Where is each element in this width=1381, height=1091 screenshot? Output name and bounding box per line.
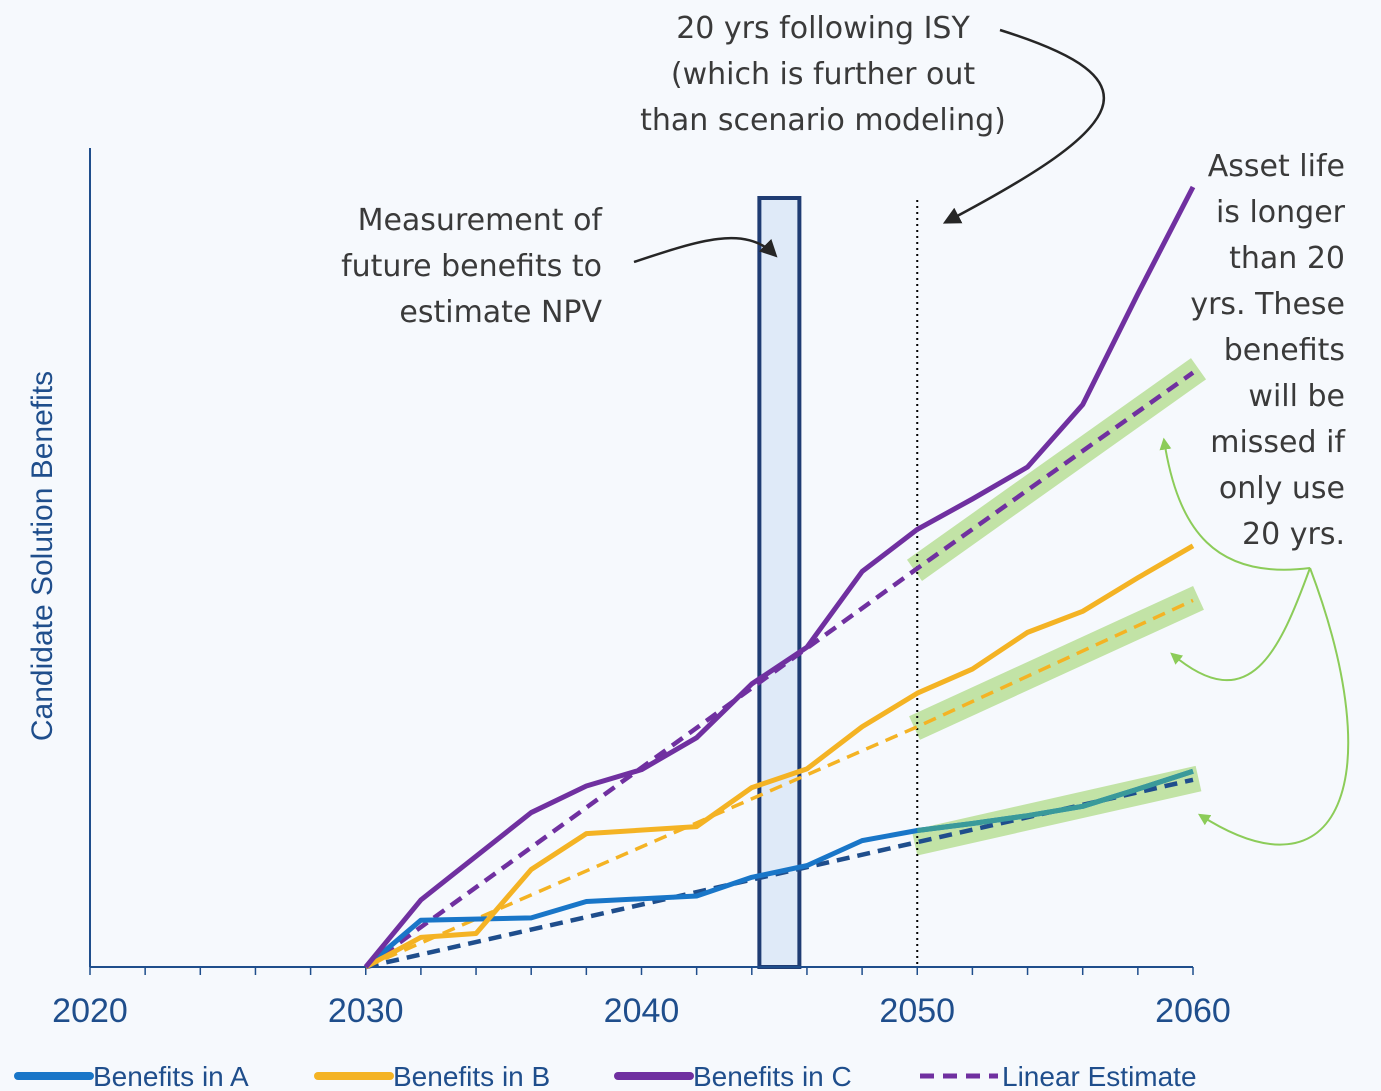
legend-item-2: Benefits in C [614, 1061, 852, 1091]
green-arrow-b [1170, 567, 1311, 682]
isy-arrow [942, 28, 1106, 224]
x-axis-ticks [89, 967, 1194, 975]
npv-note-line-3: estimate NPV [399, 295, 602, 330]
isy-note-line-3: than scenario modeling) [640, 103, 1006, 138]
asset-note-line-1: Asset life [1208, 149, 1345, 184]
series-line-0-overlap [916, 768, 1194, 833]
y-axis-label: Candidate Solution Benefits [26, 371, 59, 741]
series-line-1 [364, 543, 1195, 970]
asset-note-line-6: will be [1248, 379, 1345, 414]
npv-annotation: Measurement of future benefits to estima… [341, 203, 603, 330]
svg-text:than scenario modeling): than scenario modeling) [640, 103, 1006, 138]
asset-note-line-4: yrs. These [1190, 287, 1345, 322]
x-axis-tick-labels: 2020 2030 2040 2050 2060 [52, 992, 1231, 1030]
npv-note-line-1: Measurement of [358, 203, 604, 238]
asset-note-line-5: benefits [1224, 333, 1345, 368]
green-arrow-c [1159, 437, 1311, 571]
x-tick-label: 2060 [1155, 992, 1231, 1030]
legend-item-0: Benefits in A [14, 1061, 249, 1091]
green-arrow-a [1197, 567, 1350, 846]
npv-arrow [633, 236, 778, 264]
svg-text:20 yrs following ISY: 20 yrs following ISY [676, 11, 970, 46]
x-tick-label: 2040 [604, 992, 680, 1030]
asset-note-line-2: is longer [1216, 195, 1346, 230]
missed-benefits-highlights [906, 358, 1207, 856]
benefit-series-lines [363, 185, 1196, 970]
x-tick-label: 2050 [879, 992, 955, 1030]
isy-annotation: 20 yrs following ISY (which is further o… [640, 11, 1006, 138]
legend-label-1: Benefits in B [393, 1061, 550, 1091]
isy-note-line-2: (which is further out [671, 57, 976, 92]
legend-item-3: Linear Estimate [920, 1061, 1197, 1091]
isy-note-line-1: 20 yrs following ISY [676, 11, 970, 46]
missed-benefits-highlight-1 [909, 586, 1204, 740]
asset-note-line-9: 20 yrs. [1242, 517, 1345, 552]
x-tick-label: 2020 [52, 992, 128, 1030]
x-tick-label: 2030 [328, 992, 404, 1030]
series-line-2 [363, 185, 1196, 969]
legend-item-1: Benefits in B [314, 1061, 550, 1091]
legend-label-3: Linear Estimate [1002, 1061, 1197, 1091]
legend-label-0: Benefits in A [93, 1061, 249, 1091]
legend: Benefits in A Benefits in B Benefits in C L… [14, 1061, 1197, 1091]
npv-measurement-band [757, 196, 802, 969]
linear-estimate-line-1 [365, 598, 1194, 969]
legend-label-2: Benefits in C [693, 1061, 852, 1091]
svg-text:(which is further out: (which is further out [671, 57, 976, 92]
npv-note-line-2: future benefits to [341, 249, 602, 284]
asset-note-line-8: only use [1219, 471, 1345, 506]
asset-life-annotation: Asset life is longer than 20 yrs. These … [1190, 149, 1346, 552]
linear-estimate-line-2 [364, 370, 1195, 969]
linear-estimate-lines [364, 370, 1195, 970]
asset-note-line-7: missed if [1210, 425, 1346, 460]
asset-note-line-3: than 20 [1229, 241, 1345, 276]
